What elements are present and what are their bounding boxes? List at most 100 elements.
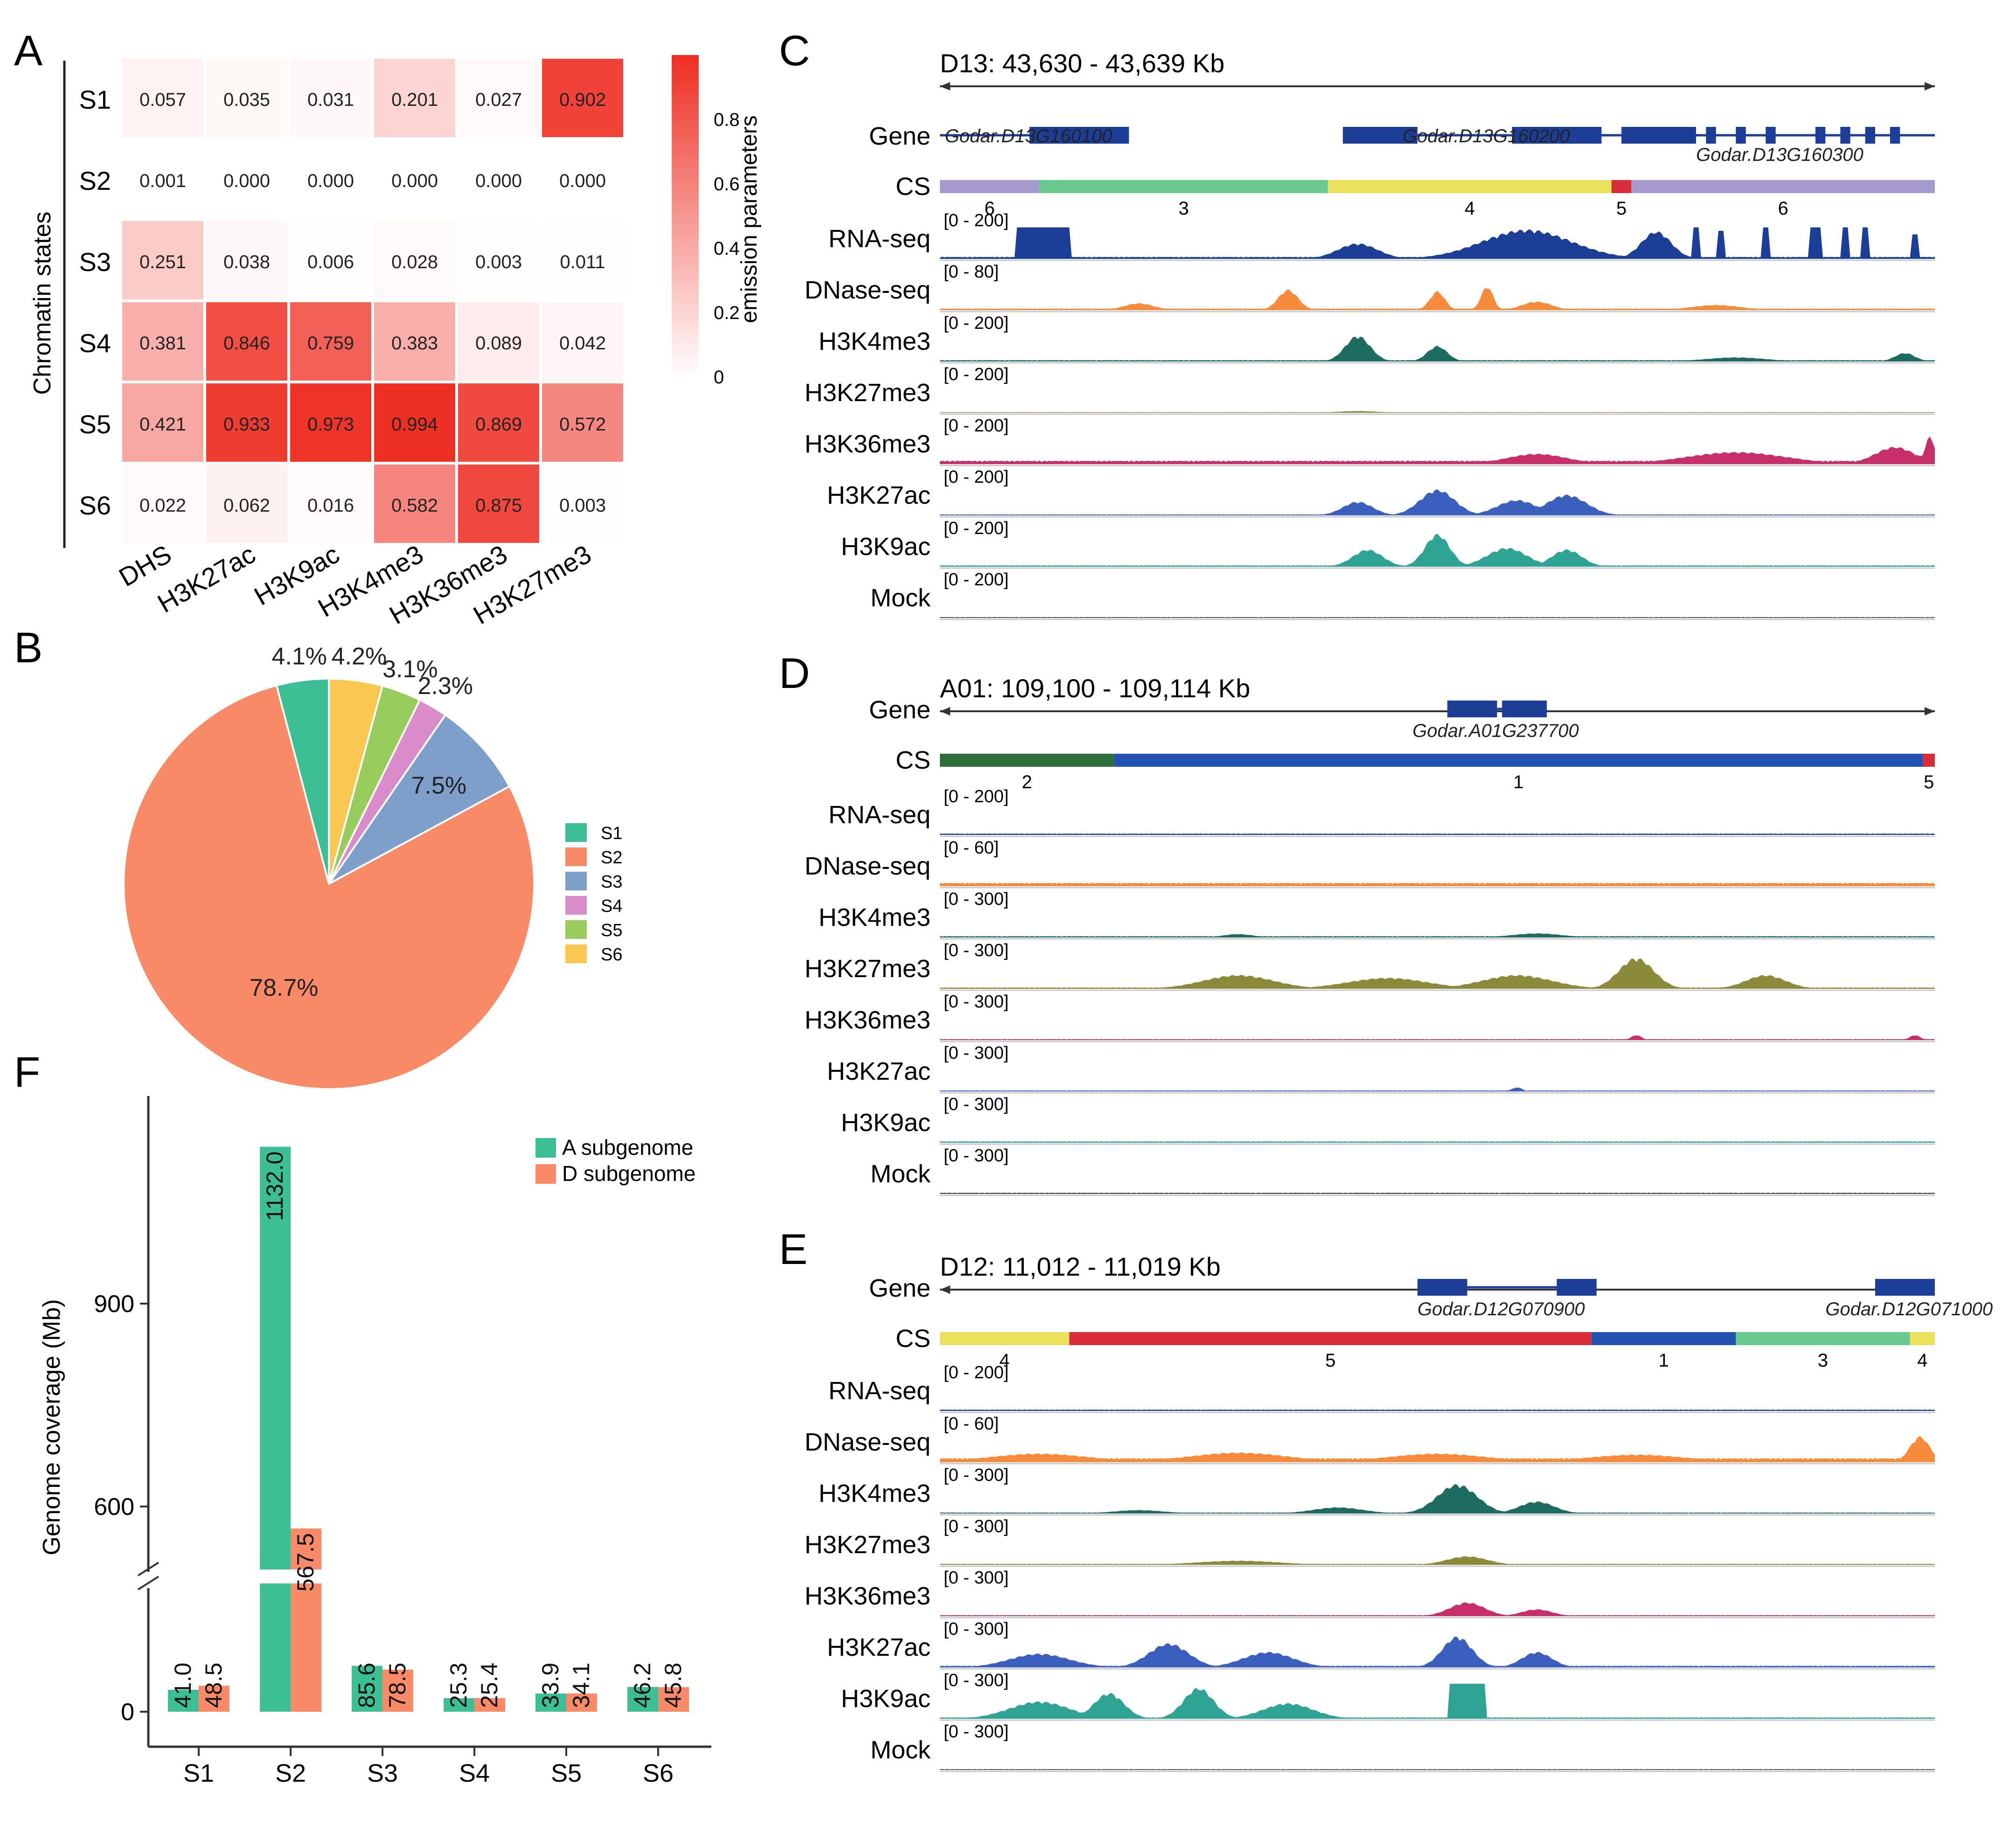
- x-tick-label: S1: [183, 1759, 214, 1787]
- heatmap-cell-label: 0.028: [391, 252, 438, 272]
- heatmap-cell: [542, 302, 623, 381]
- panel-letter-b: B: [14, 624, 42, 672]
- heatmap-cell-label: 0.001: [139, 171, 186, 191]
- pie-value-label: 4.1%: [271, 643, 327, 670]
- heatmap-cell: [290, 465, 371, 543]
- heatmap-cell-label: 0.062: [223, 495, 270, 516]
- heatmap-cell: [122, 221, 203, 299]
- cs-segment: [1923, 754, 1935, 767]
- signal-track: [940, 1436, 1935, 1462]
- heatmap-cell: [206, 383, 287, 462]
- gene-exon: [1736, 127, 1746, 144]
- heatmap-cell-label: 0.042: [559, 333, 606, 354]
- track-label-gene: Gene: [869, 1274, 931, 1302]
- signal-track: [940, 1484, 1935, 1514]
- gene-name: Godar.D13G160300: [1696, 145, 1863, 165]
- signal-track: [940, 1087, 1935, 1091]
- gene-exon: [1621, 127, 1696, 144]
- bar-value-label: 48.5: [201, 1663, 227, 1708]
- pie-value-label: 3.1%: [382, 656, 438, 683]
- heatmap-cell: [122, 302, 203, 381]
- track-range: [0 - 300]: [944, 1517, 1008, 1536]
- cs-segment: [940, 180, 1040, 193]
- legend-label: S2: [601, 848, 622, 868]
- cs-state-label: 5: [1616, 198, 1627, 219]
- x-tick-label: S5: [551, 1759, 582, 1787]
- x-tick-label: S3: [367, 1759, 398, 1787]
- signal-track: [940, 411, 1935, 413]
- track-range: [0 - 200]: [944, 1363, 1008, 1382]
- legend-swatch: [535, 1164, 556, 1184]
- heatmap-cell: [206, 140, 287, 218]
- track-range: [0 - 300]: [944, 1095, 1008, 1114]
- track-range: [0 - 300]: [944, 1619, 1008, 1639]
- bar-value-label: 567.5: [292, 1533, 319, 1591]
- heatmap-row-label: S1: [79, 85, 111, 114]
- browser-panels: D13: 43,630 - 43,639 Kb Gene Godar.D13G160…: [805, 49, 1993, 1772]
- scale-bar-arrow: [940, 1285, 950, 1294]
- heatmap-cell: [458, 59, 539, 137]
- heatmap-cell-label: 0.383: [391, 333, 438, 354]
- axis-break-mark: [137, 1562, 160, 1576]
- bar: [199, 1686, 229, 1712]
- heatmap-cell: [290, 302, 371, 381]
- scale-bar-arrow: [1925, 707, 1935, 715]
- colorbar-tick-label: 0.6: [714, 174, 740, 194]
- track-range: [0 - 300]: [944, 1465, 1008, 1485]
- track-label: H3K27me3: [805, 955, 931, 983]
- track-range: [0 - 60]: [944, 838, 999, 858]
- pie-panel: 4.1% 78.7% 7.5% 2.3%3.1%4.2%: [123, 643, 535, 1090]
- region-label: D12: 11,012 - 11,019 Kb: [940, 1252, 1221, 1281]
- cs-state-label: 1: [1513, 772, 1523, 792]
- heatmap-cell-label: 0.251: [139, 252, 186, 272]
- heatmap-cell: [122, 465, 203, 543]
- gene-exon: [1417, 1279, 1467, 1296]
- cs-segment: [1039, 180, 1328, 193]
- track-range: [0 - 200]: [944, 313, 1008, 333]
- colorbar-tick-label: 0.8: [714, 110, 740, 130]
- heatmap-cell: [290, 140, 371, 218]
- y-tick-label: 900: [94, 1291, 134, 1318]
- bar: [566, 1693, 597, 1712]
- track-range: [0 - 300]: [944, 889, 1008, 909]
- heatmap-cell-label: 0.000: [475, 171, 522, 191]
- bar-value-label: 1132.0: [262, 1152, 288, 1221]
- legend-label: S1: [601, 824, 622, 843]
- legend-label: D subgenome: [562, 1161, 695, 1186]
- cs-segment: [1592, 1332, 1736, 1345]
- track-range: [0 - 80]: [944, 262, 999, 282]
- heatmap-cell-label: 0.057: [139, 90, 186, 110]
- heatmap-cell: [374, 302, 455, 381]
- legend-swatch: [565, 823, 587, 842]
- track-label-cs: CS: [896, 173, 931, 201]
- heatmap-cell-label: 0.421: [139, 414, 186, 435]
- bar: [260, 1583, 291, 1712]
- signal-track: [940, 882, 1935, 886]
- x-tick-label: S2: [275, 1759, 306, 1787]
- bar: [291, 1583, 321, 1712]
- track-label: H3K36me3: [805, 430, 931, 458]
- colorbar-tick-label: 0: [714, 367, 724, 388]
- heatmap-cell: [542, 221, 623, 299]
- track-label: Mock: [870, 584, 931, 612]
- pie-slice: [123, 684, 535, 1090]
- heatmap-cell: [374, 221, 455, 299]
- heatmap-cell-label: 0.003: [559, 495, 606, 516]
- bar: [658, 1687, 689, 1712]
- heatmap-cell-label: 0.381: [139, 333, 186, 354]
- gene-exon: [1512, 127, 1602, 144]
- track-label: RNA-seq: [828, 801, 931, 829]
- track-range: [0 - 300]: [944, 1568, 1008, 1588]
- signal-track: [940, 1684, 1935, 1719]
- gene-name: Godar.D13G160200: [1403, 126, 1570, 146]
- track-label: Mock: [870, 1736, 931, 1764]
- bar: [535, 1694, 566, 1712]
- gene-exon: [1766, 127, 1776, 144]
- heatmap-cell-label: 0.022: [139, 495, 186, 516]
- track-label: H3K27ac: [827, 481, 931, 509]
- track-label: RNA-seq: [828, 225, 931, 253]
- bar: [627, 1687, 658, 1712]
- bar-value-label: 25.4: [476, 1663, 502, 1708]
- pie-legend: S1 S2 S3 S4 S5 S6: [565, 823, 622, 965]
